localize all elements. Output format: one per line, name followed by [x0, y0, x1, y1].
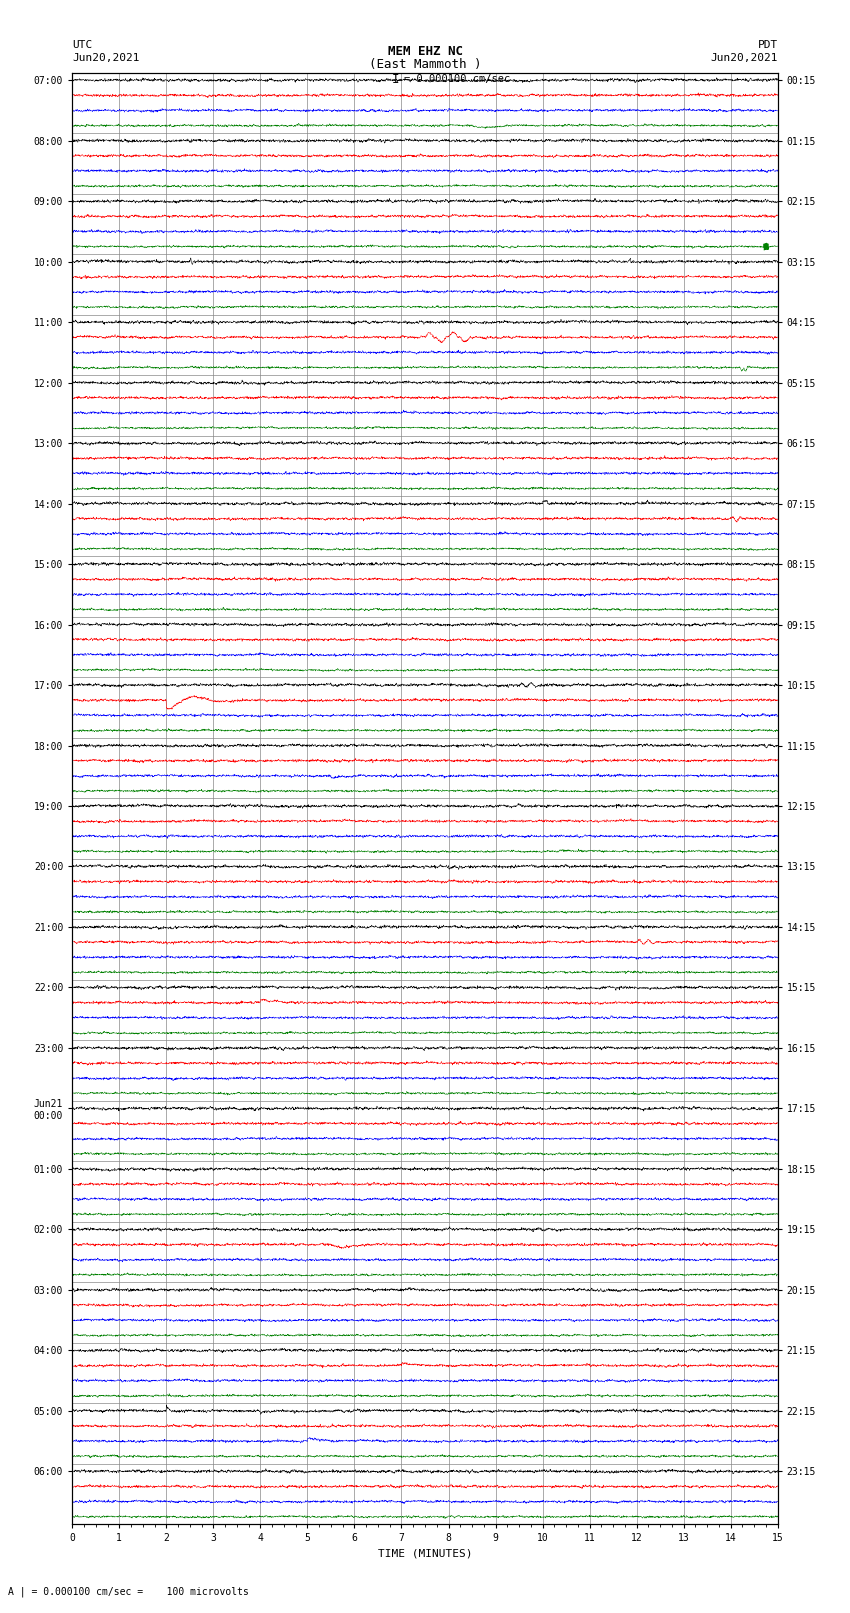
Text: Jun20,2021: Jun20,2021: [711, 53, 778, 63]
Text: A | = 0.000100 cm/sec =    100 microvolts: A | = 0.000100 cm/sec = 100 microvolts: [8, 1587, 249, 1597]
Text: Jun20,2021: Jun20,2021: [72, 53, 139, 63]
Text: MEM EHZ NC: MEM EHZ NC: [388, 45, 462, 58]
Text: UTC: UTC: [72, 40, 93, 50]
Text: = 0.000100 cm/sec: = 0.000100 cm/sec: [404, 74, 510, 84]
X-axis label: TIME (MINUTES): TIME (MINUTES): [377, 1548, 473, 1558]
Text: I: I: [392, 73, 399, 85]
Text: (East Mammoth ): (East Mammoth ): [369, 58, 481, 71]
Text: PDT: PDT: [757, 40, 778, 50]
